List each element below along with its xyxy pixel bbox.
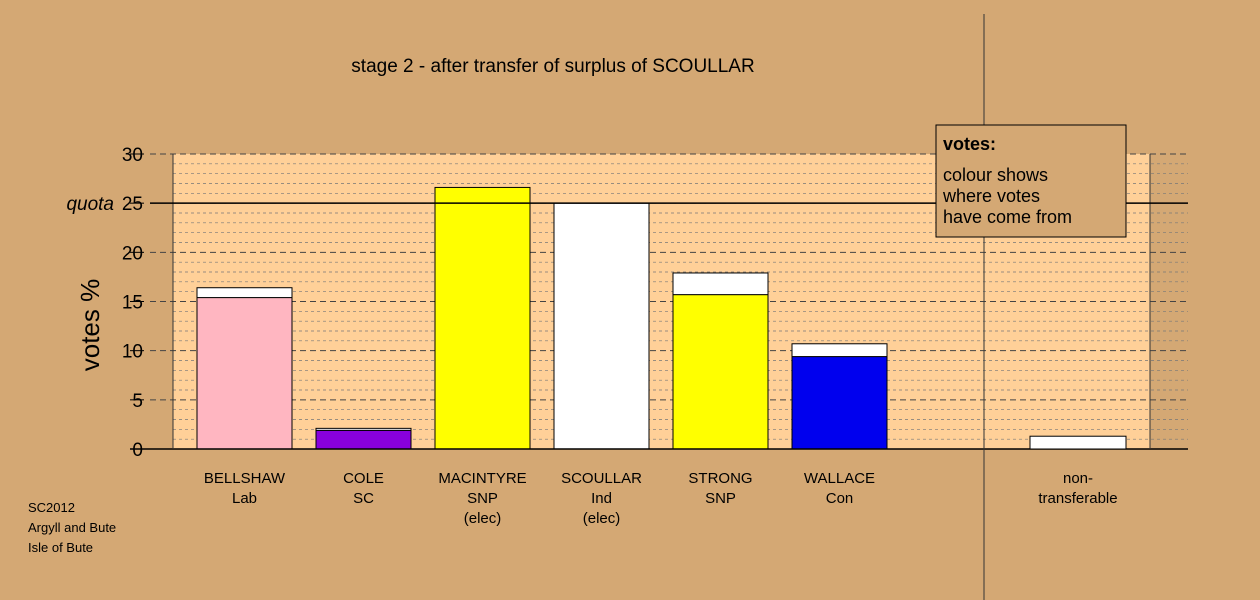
y-tick-label: 20: [122, 243, 143, 264]
category-name: STRONG: [688, 470, 752, 487]
bar-scoullar: [553, 202, 650, 450]
category-labels: BELLSHAW Lab COLE SC MACINTYRE SNP (elec) SCOUL…: [204, 470, 875, 527]
category-name: SCOULLAR: [561, 470, 642, 487]
legend-line-1: colour shows: [943, 165, 1048, 185]
nontransferable-label-line1: non-: [1063, 470, 1093, 487]
category-note: (elec): [464, 510, 502, 527]
category-note: (elec): [583, 510, 621, 527]
y-tick-label: 15: [122, 293, 143, 314]
legend-line-3: have come from: [943, 207, 1072, 227]
category-party: Ind: [591, 490, 612, 507]
y-tick-label: 25: [122, 194, 143, 215]
chart-title: stage 2 - after transfer of surplus of S…: [351, 56, 754, 77]
category-party: Lab: [232, 490, 257, 507]
category-name: WALLACE: [804, 470, 875, 487]
bar-bellshaw: [196, 297, 293, 450]
category-name: COLE: [343, 470, 384, 487]
nontransferable-label-line2: transferable: [1038, 490, 1117, 507]
category-party: Con: [826, 490, 854, 507]
quota-label: quota: [66, 194, 114, 215]
bars: [196, 186, 888, 450]
y-ticks: 0 5 10 15 20 25 30: [122, 145, 144, 461]
bar-transfer-strong: [672, 272, 769, 296]
bar-transfer-bellshaw: [196, 287, 293, 299]
y-axis-label: votes %: [75, 279, 105, 372]
y-tick-label: 10: [122, 342, 143, 363]
category-party: SNP: [467, 490, 498, 507]
legend-title: votes:: [943, 134, 996, 154]
bar-strong: [672, 294, 769, 450]
footer-line-2: Argyll and Bute: [28, 520, 116, 535]
category-party: SNP: [705, 490, 736, 507]
legend: votes: colour shows where votes have com…: [935, 124, 1127, 238]
legend-line-2: where votes: [942, 186, 1040, 206]
nontransferable-bar: [1029, 435, 1127, 450]
footer-line-1: SC2012: [28, 500, 75, 515]
footer-line-3: Isle of Bute: [28, 540, 93, 555]
y-tick-label: 0: [132, 440, 143, 461]
legend-box: [935, 124, 1127, 238]
category-party: SC: [353, 490, 374, 507]
bar-wallace: [791, 356, 888, 450]
category-name: MACINTYRE: [438, 470, 526, 487]
bar-macintyre: [434, 186, 531, 450]
bar-cole: [315, 429, 412, 450]
y-tick-label: 5: [132, 391, 143, 412]
category-name: BELLSHAW: [204, 470, 286, 487]
y-tick-label: 30: [122, 145, 143, 166]
bar-transfer-cole: [315, 427, 412, 431]
bar-transfer-wallace: [791, 343, 888, 358]
